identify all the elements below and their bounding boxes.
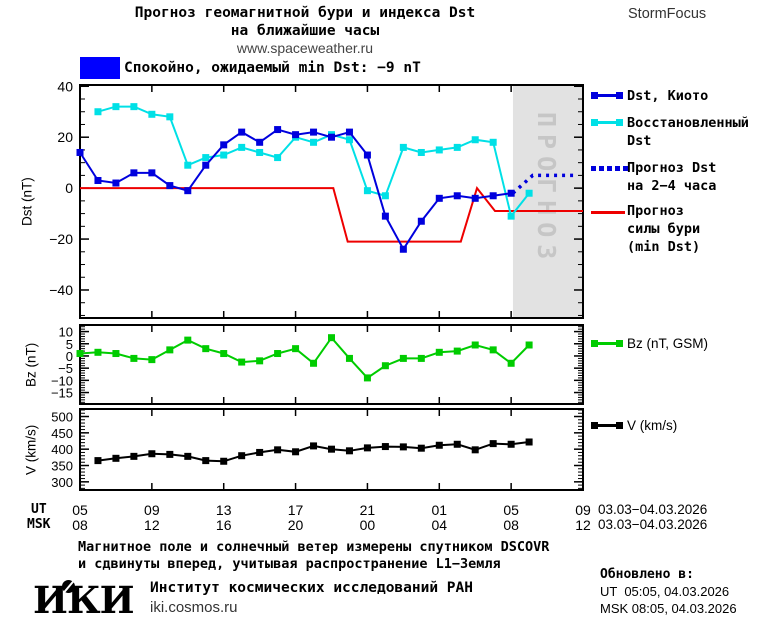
svg-text:−10: −10 (51, 373, 73, 388)
v-axis-title: V (km/s) (23, 424, 39, 475)
ut-tick-label: 05 (503, 502, 519, 518)
footnote-line2: и сдвинуты вперед, учитывая распростране… (78, 556, 501, 572)
legend-restored-dst: Восстановленный Dst (591, 114, 749, 150)
ut-tick-label: 09 (144, 502, 160, 518)
legend-forecast-dst: Прогноз Dst на 2−4 часа (591, 159, 716, 195)
time-axis-ut-row: 05 09 13 17 21 01 05 09 (0, 502, 760, 518)
updated-msk: MSK 08:05, 04.03.2026 (600, 601, 737, 616)
svg-text:350: 350 (51, 459, 73, 474)
bz-legend: Bz (nT, GSM) (591, 336, 708, 351)
msk-tick-label: 16 (215, 517, 232, 533)
ut-tick-label: 21 (359, 502, 376, 518)
page-title-line1: Прогноз геомагнитной бури и индекса Dst (134, 5, 476, 21)
restored-dst-marker-icon (591, 119, 623, 126)
msk-tick-label: 08 (72, 517, 88, 533)
iki-logo: ИКИ (33, 578, 135, 620)
updated-label: Обновлено в: (600, 567, 694, 582)
msk-tick-label: 08 (503, 517, 519, 533)
v-marker-icon (591, 422, 623, 429)
legend-dst-kyoto: Dst, Киото (591, 87, 708, 105)
ut-tick-label: 01 (431, 502, 448, 518)
svg-text:10: 10 (59, 325, 73, 340)
ut-tick-label: 05 (72, 502, 88, 518)
svg-text:−40: −40 (49, 282, 73, 298)
svg-text:40: 40 (57, 78, 73, 94)
msk-tick-label: 04 (431, 517, 448, 533)
iki-logo-circle-icon (62, 580, 75, 593)
page-title-line2: на ближайшие часы (230, 23, 380, 39)
msk-tick-label: 12 (575, 517, 591, 533)
time-axis-msk-row: 08 12 16 20 00 04 08 12 (0, 517, 760, 533)
status-label: Спокойно, ожидаемый min Dst: −9 nT (124, 60, 421, 76)
msk-date-range: 03.03−04.03.2026 (598, 517, 708, 532)
ut-tick-label: 09 (575, 502, 591, 518)
svg-text:−15: −15 (51, 386, 73, 401)
dst-axis-title: Dst (nT) (19, 177, 35, 226)
svg-text:−20: −20 (49, 231, 73, 247)
status-swatch (80, 57, 120, 79)
svg-text:500: 500 (51, 410, 73, 425)
dst-kyoto-marker-icon (591, 92, 623, 99)
org-site: iki.cosmos.ru (150, 599, 238, 616)
v-legend: V (km/s) (591, 418, 677, 433)
storm-forecast-marker-icon (591, 211, 625, 214)
ut-date-range: 03.03−04.03.2026 (598, 502, 708, 517)
msk-tick-label: 12 (144, 517, 160, 533)
svg-text:0: 0 (66, 349, 73, 364)
org-name: Институт космических исследований РАН (150, 580, 474, 596)
ut-tick-label: 13 (215, 502, 232, 518)
svg-text:450: 450 (51, 426, 73, 441)
updated-ut: UT 05:05, 04.03.2026 (600, 584, 730, 599)
svg-text:ПРОГНОЗ: ПРОГНОЗ (532, 112, 561, 266)
ut-row-label: UT (31, 502, 47, 517)
svg-text:20: 20 (57, 129, 73, 145)
msk-tick-label: 00 (359, 517, 376, 533)
svg-text:0: 0 (65, 180, 73, 196)
website-link: www.spaceweather.ru (236, 40, 374, 56)
legend-storm-forecast: Прогноз силы бури (min Dst) (591, 202, 700, 256)
msk-row-label: MSK (27, 517, 51, 532)
bz-marker-icon (591, 340, 623, 347)
svg-text:400: 400 (51, 442, 73, 457)
svg-text:−5: −5 (58, 361, 73, 376)
svg-text:300: 300 (51, 475, 73, 490)
brand-label: StormFocus (628, 6, 707, 22)
footnote-line1: Магнитное поле и солнечный ветер измерен… (78, 539, 550, 555)
forecast-dst-dotted-marker-icon (591, 166, 628, 171)
msk-tick-label: 20 (287, 517, 304, 533)
ut-tick-label: 17 (287, 502, 304, 518)
svg-text:5: 5 (66, 337, 73, 352)
bz-axis-title: Bz (nT) (23, 342, 39, 387)
